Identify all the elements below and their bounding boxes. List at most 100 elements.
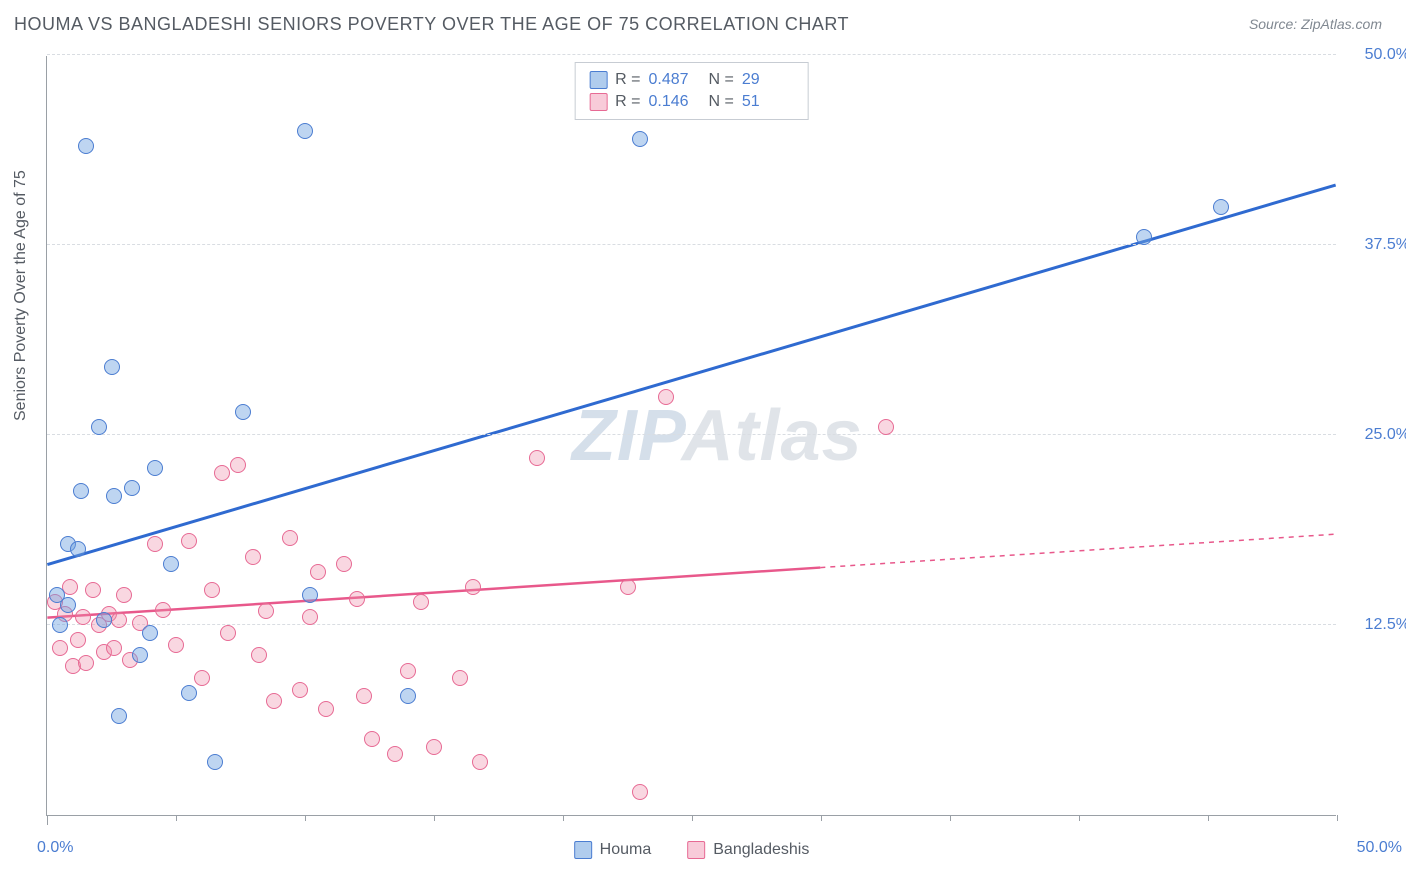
stat-N-label: N = [709,91,734,113]
plot-area: ZIPAtlas R = 0.487 N = 29 R = 0.146 N = … [46,56,1336,816]
chart-container: HOUMA VS BANGLADESHI SENIORS POVERTY OVE… [0,0,1406,892]
data-point [52,640,68,656]
x-tick [821,815,822,821]
data-point [235,404,251,420]
data-point [266,693,282,709]
data-point [75,609,91,625]
x-tick [305,815,306,821]
stats-row-houma: R = 0.487 N = 29 [589,69,794,91]
data-point [96,612,112,628]
data-point [163,556,179,572]
swatch-bangladeshis-icon [687,841,705,859]
data-point [142,625,158,641]
data-point [214,465,230,481]
data-point [220,625,236,641]
data-point [632,784,648,800]
data-point [297,123,313,139]
y-tick-label: 25.0% [1346,426,1406,444]
y-axis-label: Seniors Poverty Over the Age of 75 [12,170,30,421]
data-point [70,541,86,557]
data-point [400,663,416,679]
data-point [106,640,122,656]
data-point [452,670,468,686]
data-point [356,688,372,704]
data-point [85,582,101,598]
data-point [529,450,545,466]
legend-label-houma: Houma [600,841,652,859]
source-credit: Source: ZipAtlas.com [1249,16,1382,32]
data-point [181,685,197,701]
data-point [251,647,267,663]
data-point [168,637,184,653]
data-point [106,488,122,504]
stat-R-label: R = [615,91,640,113]
stat-N-bangladeshis: 51 [742,91,794,113]
data-point [230,457,246,473]
data-point [111,612,127,628]
data-point [310,564,326,580]
x-tick [1337,815,1338,821]
data-point [620,579,636,595]
data-point [132,647,148,663]
data-point [207,754,223,770]
data-point [155,602,171,618]
data-point [147,460,163,476]
data-point [318,701,334,717]
data-point [60,597,76,613]
data-point [181,533,197,549]
y-tick-label: 37.5% [1346,236,1406,254]
data-point [116,587,132,603]
data-point [147,536,163,552]
data-point [426,739,442,755]
stat-R-bangladeshis: 0.146 [649,91,701,113]
stat-N-houma: 29 [742,69,794,91]
data-point [91,419,107,435]
x-tick [1208,815,1209,821]
swatch-houma-icon [589,71,607,89]
data-point [302,587,318,603]
x-tick [434,815,435,821]
data-point [1136,229,1152,245]
data-point [104,359,120,375]
data-point [336,556,352,572]
data-point [292,682,308,698]
data-point [73,483,89,499]
data-point [78,655,94,671]
data-point [52,617,68,633]
x-tick [47,815,48,825]
trend-lines [47,56,1336,815]
x-axis-min-label: 0.0% [37,839,73,857]
data-point [387,746,403,762]
stat-R-houma: 0.487 [649,69,701,91]
gridline [47,434,1336,435]
series-legend: Houma Bangladeshis [574,841,810,859]
trend-line [820,534,1335,567]
gridline [47,54,1336,55]
data-point [632,131,648,147]
data-point [194,670,210,686]
data-point [413,594,429,610]
data-point [204,582,220,598]
data-point [111,708,127,724]
swatch-bangladeshis-icon [589,93,607,111]
legend-item-bangladeshis: Bangladeshis [687,841,809,859]
chart-title: HOUMA VS BANGLADESHI SENIORS POVERTY OVE… [14,14,849,35]
data-point [1213,199,1229,215]
y-tick-label: 50.0% [1346,46,1406,64]
x-tick [563,815,564,821]
y-tick-label: 12.5% [1346,616,1406,634]
data-point [70,632,86,648]
stat-N-label: N = [709,69,734,91]
x-tick [1079,815,1080,821]
data-point [658,389,674,405]
data-point [878,419,894,435]
x-tick [692,815,693,821]
stat-R-label: R = [615,69,640,91]
data-point [258,603,274,619]
gridline [47,624,1336,625]
x-tick [176,815,177,821]
stats-row-bangladeshis: R = 0.146 N = 51 [589,91,794,113]
x-axis-max-label: 50.0% [1357,839,1402,857]
data-point [465,579,481,595]
data-point [78,138,94,154]
